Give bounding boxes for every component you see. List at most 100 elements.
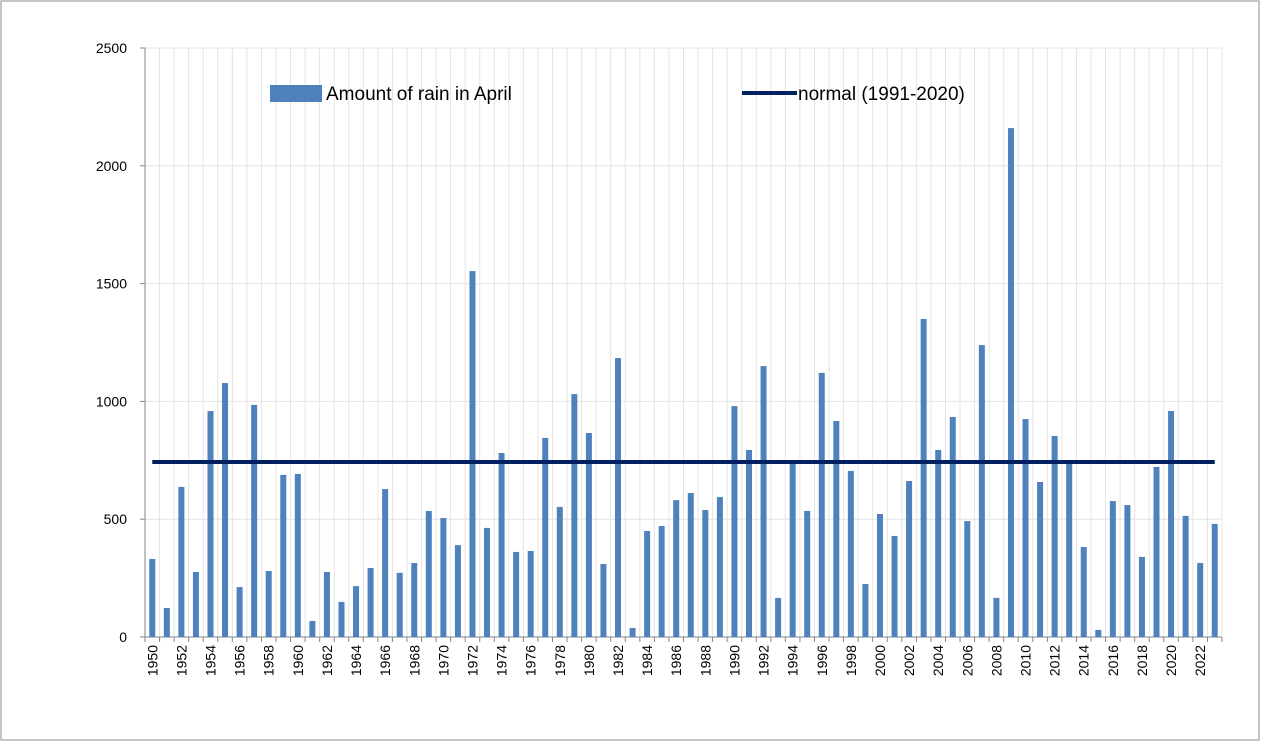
x-tick-label: 1956 xyxy=(232,645,248,676)
bar xyxy=(353,586,360,637)
bar xyxy=(585,432,592,637)
legend-label: Amount of rain in April xyxy=(326,84,512,105)
bar xyxy=(251,404,258,637)
y-tick-label: 0 xyxy=(119,629,127,645)
x-tick-label: 1962 xyxy=(319,645,335,676)
bar xyxy=(513,551,520,637)
y-tick-label: 500 xyxy=(104,511,128,527)
bar xyxy=(425,510,432,637)
bar xyxy=(833,420,840,637)
x-tick-label: 1982 xyxy=(610,645,626,676)
x-tick-label: 1972 xyxy=(464,645,480,676)
bar xyxy=(498,452,505,637)
bar xyxy=(789,462,796,637)
x-tick-label: 2012 xyxy=(1047,645,1063,676)
y-tick-label: 2500 xyxy=(96,40,127,56)
x-tick-label: 1990 xyxy=(726,645,742,676)
bar xyxy=(804,510,811,637)
bar xyxy=(454,545,461,637)
bar xyxy=(1138,556,1145,637)
x-tick-label: 1966 xyxy=(377,645,393,676)
x-tick-label: 1986 xyxy=(668,645,684,676)
bar xyxy=(1153,466,1160,637)
bar xyxy=(382,489,389,637)
bar xyxy=(527,551,534,637)
bar xyxy=(1051,436,1058,637)
bar xyxy=(265,571,272,637)
x-tick-label: 1960 xyxy=(290,645,306,676)
bar xyxy=(556,506,563,637)
x-tick-label: 1992 xyxy=(756,645,772,676)
bar xyxy=(1182,515,1189,637)
x-tick-label: 2022 xyxy=(1192,645,1208,676)
bar xyxy=(1211,523,1218,637)
x-tick-label: 1996 xyxy=(814,645,830,676)
y-tick-label: 2000 xyxy=(96,158,127,174)
bar xyxy=(323,571,330,637)
bar xyxy=(964,521,971,637)
bar xyxy=(993,597,1000,637)
x-tick-label: 1988 xyxy=(697,645,713,676)
bar xyxy=(818,372,825,637)
bar xyxy=(702,510,709,637)
x-tick-label: 1968 xyxy=(406,645,422,676)
bar xyxy=(1037,481,1044,637)
bar xyxy=(1095,629,1102,637)
bar xyxy=(1124,505,1131,637)
bar xyxy=(716,497,723,637)
x-tick-label: 2020 xyxy=(1163,645,1179,676)
x-tick-label: 2018 xyxy=(1134,645,1150,676)
x-tick-label: 1958 xyxy=(261,645,277,676)
bar xyxy=(949,416,956,637)
bar xyxy=(615,358,622,637)
bar xyxy=(338,601,345,637)
bar xyxy=(1007,128,1014,637)
bar xyxy=(411,563,418,637)
bar xyxy=(687,493,694,637)
bar xyxy=(280,474,287,637)
bar xyxy=(192,571,199,637)
bar xyxy=(236,587,243,637)
legend-label: normal (1991-2020) xyxy=(798,84,965,105)
bar xyxy=(978,345,985,637)
x-tick-label: 1950 xyxy=(144,645,160,676)
bar xyxy=(1022,419,1029,637)
bar xyxy=(294,473,301,637)
bar xyxy=(396,572,403,637)
bar xyxy=(629,628,636,637)
legend-swatch xyxy=(270,85,322,102)
x-tick-label: 2002 xyxy=(901,645,917,676)
y-tick-label: 1500 xyxy=(96,276,127,292)
bar xyxy=(658,526,665,637)
bar xyxy=(571,394,578,637)
bar xyxy=(876,514,883,637)
x-tick-label: 2014 xyxy=(1076,645,1092,676)
x-tick-label: 2010 xyxy=(1018,645,1034,676)
bar xyxy=(149,559,156,637)
bar xyxy=(367,567,374,637)
bar xyxy=(1168,411,1175,637)
bar xyxy=(760,366,767,637)
x-tick-label: 2006 xyxy=(959,645,975,676)
y-tick-label: 1000 xyxy=(96,393,127,409)
bar xyxy=(600,563,607,637)
bar xyxy=(891,535,898,637)
x-tick-label: 1976 xyxy=(523,645,539,676)
bar xyxy=(731,406,738,637)
bar xyxy=(1066,461,1073,637)
x-tick-label: 2000 xyxy=(872,645,888,676)
x-tick-label: 1998 xyxy=(843,645,859,676)
x-tick-label: 1952 xyxy=(173,645,189,676)
x-tick-label: 1954 xyxy=(202,645,218,676)
bar xyxy=(484,527,491,637)
bar xyxy=(775,597,782,637)
bar xyxy=(745,449,752,637)
bar xyxy=(309,620,316,637)
x-tick-label: 1994 xyxy=(785,645,801,676)
bar xyxy=(862,583,869,637)
x-tick-label: 1970 xyxy=(435,645,451,676)
bar xyxy=(440,518,447,637)
bar xyxy=(935,449,942,637)
